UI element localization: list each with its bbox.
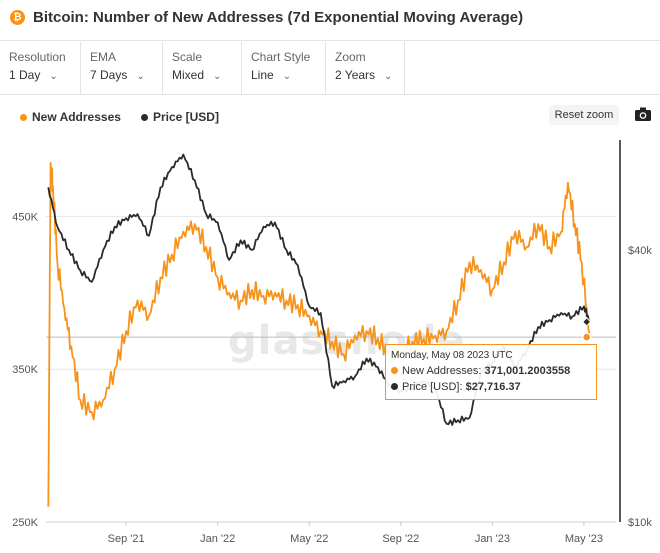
resolution-label: Resolution bbox=[9, 50, 66, 64]
chart-title: Bitcoin: Number of New Addresses (7d Exp… bbox=[33, 9, 524, 26]
tooltip-row-new-addresses: New Addresses: 371,001.2003558 bbox=[391, 365, 570, 377]
legend-new-addresses[interactable]: New Addresses bbox=[20, 110, 121, 124]
chevron-down-icon: ⌄ bbox=[136, 71, 145, 82]
y-right-tick-label: $40k bbox=[628, 245, 652, 257]
reset-zoom-button[interactable]: Reset zoom bbox=[549, 105, 619, 125]
chart-header: ₿ Bitcoin: Number of New Addresses (7d E… bbox=[0, 0, 660, 40]
legend-dot-icon bbox=[20, 113, 27, 121]
new-addresses-line bbox=[47, 162, 591, 507]
legend-price[interactable]: Price [USD] bbox=[140, 110, 219, 124]
x-tick-label: May '22 bbox=[290, 533, 328, 545]
chart-tooltip: Monday, May 08 2023 UTC New Addresses: 3… bbox=[385, 344, 597, 400]
x-tick-label: Jan '22 bbox=[200, 533, 235, 545]
tooltip-value: 371,001.2003558 bbox=[484, 365, 571, 377]
scale-label: Scale bbox=[172, 50, 203, 64]
zoom-value: 2 Years ⌄ bbox=[335, 68, 393, 82]
zoom-select[interactable]: Zoom 2 Years ⌄ bbox=[326, 42, 405, 94]
y-left-tick-label: 250K bbox=[12, 517, 38, 529]
price-marker bbox=[581, 317, 592, 327]
controls-divider bbox=[0, 94, 660, 95]
tooltip-date: Monday, May 08 2023 UTC bbox=[391, 350, 513, 361]
tooltip-dot-icon bbox=[391, 383, 398, 390]
chevron-down-icon: ⌄ bbox=[384, 71, 393, 82]
header-divider bbox=[0, 40, 660, 41]
camera-icon[interactable] bbox=[633, 104, 653, 124]
legend-dot-icon bbox=[140, 113, 148, 121]
chart-style-select[interactable]: Chart Style Line ⌄ bbox=[242, 42, 326, 94]
ema-select[interactable]: EMA 7 Days ⌄ bbox=[81, 42, 163, 94]
chevron-down-icon: ⌄ bbox=[49, 71, 58, 82]
scale-select[interactable]: Scale Mixed ⌄ bbox=[163, 42, 242, 94]
resolution-value: 1 Day ⌄ bbox=[9, 68, 58, 82]
tooltip-value: $27,716.37 bbox=[465, 381, 521, 393]
legend-label: Price [USD] bbox=[152, 110, 219, 124]
y-right-tick-label: $10k bbox=[628, 517, 652, 529]
x-tick-label: May '23 bbox=[565, 533, 603, 545]
tooltip-dot-icon bbox=[391, 367, 398, 374]
y-left-tick-label: 450K bbox=[12, 211, 38, 223]
zoom-label: Zoom bbox=[335, 50, 366, 64]
x-tick-label: Jan '23 bbox=[475, 533, 510, 545]
chart-style-label: Chart Style bbox=[251, 50, 311, 64]
chevron-down-icon: ⌄ bbox=[213, 71, 222, 82]
y-left-tick-label: 350K bbox=[12, 364, 38, 376]
bitcoin-logo-icon: ₿ bbox=[10, 10, 25, 25]
new-addresses-marker bbox=[581, 332, 592, 342]
chart-plot[interactable]: 250K 350K 450K $10k $40k Sep '21 Jan '22 May '2… bbox=[0, 130, 660, 553]
chart-controls: Resolution 1 Day ⌄ EMA 7 Days ⌄ Scale Mixe… bbox=[0, 42, 660, 94]
tooltip-label: Price [USD]: bbox=[402, 381, 463, 393]
legend-label: New Addresses bbox=[32, 110, 121, 124]
chevron-down-icon: ⌄ bbox=[282, 71, 292, 82]
ema-value: 7 Days ⌄ bbox=[90, 68, 145, 82]
chart-style-value: Line ⌄ bbox=[251, 68, 292, 82]
tooltip-row-price: Price [USD]: $27,716.37 bbox=[391, 381, 521, 393]
ema-label: EMA bbox=[90, 50, 117, 64]
resolution-select[interactable]: Resolution 1 Day ⌄ bbox=[0, 42, 81, 94]
x-tick-label: Sep '21 bbox=[108, 533, 145, 545]
x-tick-label: Sep '22 bbox=[382, 533, 419, 545]
chart-legend: New Addresses Price [USD] bbox=[20, 110, 219, 124]
scale-value: Mixed ⌄ bbox=[172, 68, 222, 82]
tooltip-label: New Addresses: bbox=[402, 365, 482, 377]
